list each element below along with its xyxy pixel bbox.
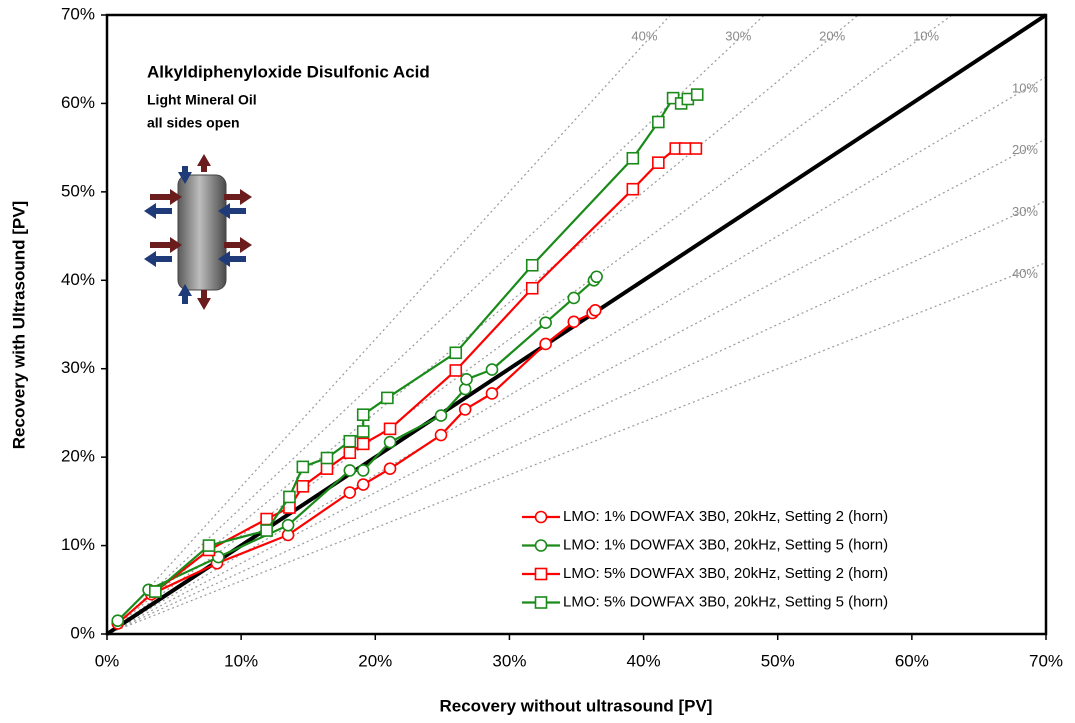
marker bbox=[449, 346, 463, 360]
y-tick-label: 20% bbox=[61, 447, 95, 466]
y-tick-label: 60% bbox=[61, 93, 95, 112]
marker bbox=[260, 512, 273, 526]
reference-line bbox=[106, 138, 1047, 635]
marker bbox=[626, 182, 640, 196]
marker bbox=[383, 435, 397, 449]
marker bbox=[458, 403, 472, 416]
legend-marker bbox=[534, 567, 548, 581]
marker bbox=[356, 478, 370, 491]
x-tick-label: 10% bbox=[224, 651, 258, 670]
legend-label: LMO: 5% DOWFAX 3B0, 20kHz, Setting 2 (ho… bbox=[563, 565, 888, 582]
marker bbox=[343, 464, 357, 477]
x-tick-label: 0% bbox=[95, 651, 120, 670]
y-tick-label: 10% bbox=[61, 535, 95, 554]
chart-title: Alkyldiphenyloxide Disulfonic Acid bbox=[147, 62, 430, 81]
legend-marker bbox=[534, 539, 548, 552]
x-tick-label: 60% bbox=[895, 651, 929, 670]
marker bbox=[320, 451, 334, 465]
reference-label: 30% bbox=[1012, 204, 1038, 219]
legend-marker bbox=[534, 510, 548, 524]
marker bbox=[539, 337, 552, 351]
marker bbox=[343, 434, 357, 448]
reference-line bbox=[106, 76, 1047, 635]
annotation: all sides open bbox=[147, 115, 240, 131]
plot-border bbox=[105, 13, 1048, 636]
marker bbox=[296, 460, 310, 474]
marker bbox=[343, 446, 357, 460]
marker bbox=[485, 363, 499, 376]
marker bbox=[296, 480, 310, 493]
reference-label: 30% bbox=[725, 28, 751, 43]
legend-label: LMO: 1% DOWFAX 3B0, 20kHz, Setting 5 (ho… bbox=[563, 536, 888, 553]
marker bbox=[588, 304, 602, 317]
y-tick-label: 50% bbox=[61, 181, 95, 200]
y-tick-label: 0% bbox=[70, 623, 95, 642]
marker bbox=[283, 490, 296, 504]
marker bbox=[449, 364, 463, 377]
marker bbox=[626, 151, 640, 165]
reference-line bbox=[106, 14, 859, 635]
marker bbox=[356, 464, 370, 477]
marker bbox=[202, 539, 216, 552]
reference-label: 20% bbox=[819, 28, 845, 43]
marker bbox=[383, 462, 397, 475]
legend-label: LMO: 5% DOWFAX 3B0, 20kHz, Setting 5 (ho… bbox=[563, 593, 888, 610]
marker bbox=[383, 422, 397, 436]
marker bbox=[590, 270, 603, 284]
marker bbox=[356, 408, 370, 421]
marker bbox=[111, 614, 125, 628]
marker bbox=[689, 142, 703, 155]
marker bbox=[260, 524, 273, 537]
marker bbox=[539, 316, 552, 330]
reference-label: 40% bbox=[631, 28, 657, 43]
x-tick-label: 50% bbox=[761, 651, 795, 670]
marker bbox=[678, 142, 692, 155]
marker bbox=[343, 486, 357, 499]
reference-line bbox=[106, 200, 1047, 635]
marker bbox=[356, 425, 370, 438]
marker bbox=[434, 409, 448, 422]
reference-label: 40% bbox=[1012, 266, 1038, 281]
reference-label: 20% bbox=[1012, 142, 1038, 157]
marker bbox=[567, 291, 581, 305]
marker bbox=[652, 156, 665, 169]
marker bbox=[690, 88, 704, 101]
marker bbox=[460, 373, 473, 386]
y-tick-label: 30% bbox=[61, 358, 95, 377]
x-tick-label: 20% bbox=[358, 651, 392, 670]
core-illustration bbox=[144, 154, 252, 310]
reference-label: 10% bbox=[913, 28, 939, 43]
y-axis-title: Recovery with Ultrasound [PV] bbox=[9, 201, 28, 449]
marker bbox=[525, 281, 539, 295]
legend-label: LMO: 1% DOWFAX 3B0, 20kHz, Setting 2 (ho… bbox=[563, 508, 888, 525]
y-tick-label: 40% bbox=[61, 270, 95, 289]
marker bbox=[148, 585, 162, 598]
series-line bbox=[154, 147, 696, 593]
marker bbox=[525, 258, 539, 272]
marker bbox=[212, 550, 225, 564]
legend-marker bbox=[534, 596, 548, 609]
marker bbox=[567, 315, 581, 329]
marker bbox=[434, 428, 448, 442]
x-tick-label: 40% bbox=[627, 651, 661, 670]
x-tick-label: 70% bbox=[1029, 651, 1063, 670]
x-axis-title: Recovery without ultrasound [PV] bbox=[440, 696, 713, 715]
marker bbox=[281, 518, 295, 532]
chart-subtitle: Light Mineral Oil bbox=[147, 92, 257, 108]
reference-label: 10% bbox=[1012, 80, 1038, 95]
marker bbox=[320, 462, 334, 475]
x-tick-label: 30% bbox=[492, 651, 526, 670]
y-tick-label: 70% bbox=[61, 4, 95, 23]
reference-line bbox=[106, 262, 1047, 635]
marker bbox=[356, 437, 370, 451]
marker bbox=[485, 387, 499, 400]
reference-line bbox=[106, 14, 765, 635]
marker bbox=[381, 391, 394, 405]
marker bbox=[652, 115, 665, 129]
